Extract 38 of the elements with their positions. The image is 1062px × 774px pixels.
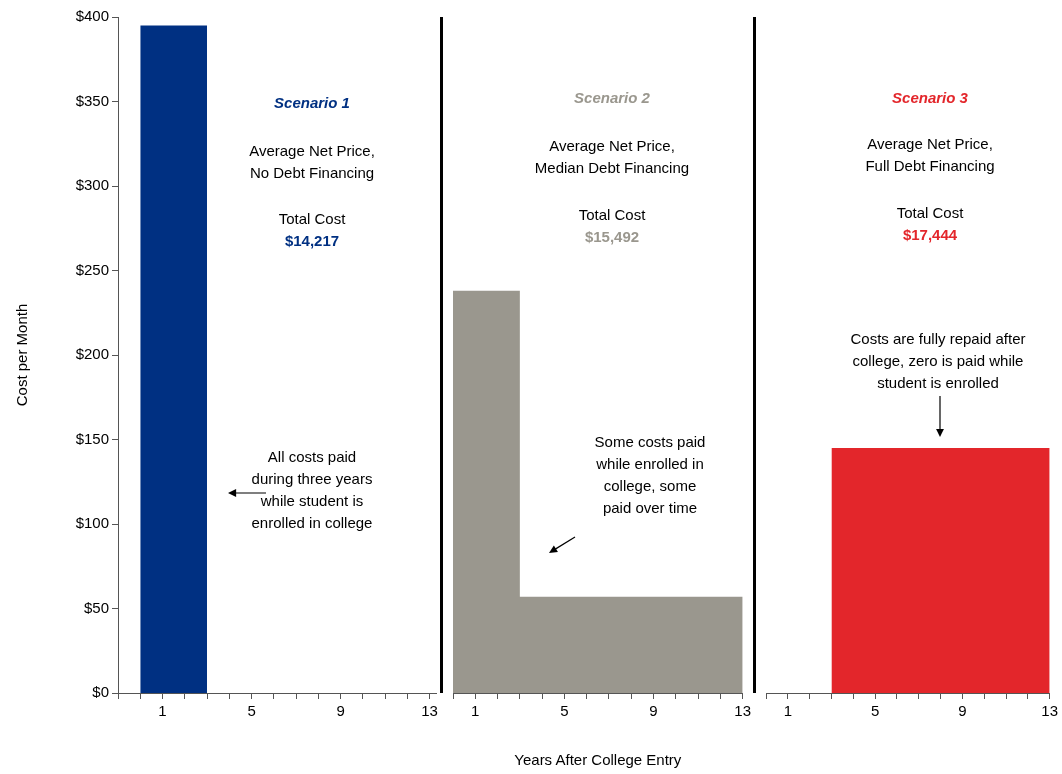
x-tick-label: 5 [247,702,256,720]
annotation: Total Cost [577,205,647,225]
annotation: Total Cost [895,203,965,223]
y-axis-title: Cost per Month [13,303,31,407]
x-axis-title: Years After College Entry [514,751,682,769]
y-tick-label: $300 [75,176,109,194]
text: Scenario 3 [891,88,969,108]
y-tick-label: $0 [92,683,109,701]
annotation: Some costs paid while enrolled in college, some paid over time [593,432,707,518]
x-tick-label: 5 [560,702,569,720]
y-tick-label: $100 [75,514,109,532]
x-tick-label: 9 [336,702,345,720]
y-tick-label: $150 [75,429,109,447]
annotation: $15,492 [583,227,641,247]
text: Scenario 2 [573,88,651,108]
text: Scenario 1 [273,93,351,113]
annotation: $17,444 [901,225,959,245]
annotation: Average Net Price, Full Debt Financing [864,134,996,176]
x-tick-label: 9 [958,702,967,720]
x-tick-label: 9 [649,702,658,720]
y-tick-label: $250 [75,260,109,278]
x-tick-label: 13 [734,702,751,720]
x-tick-label: 5 [870,702,880,720]
y-tick-label: $350 [75,91,109,109]
annotation: Total Cost [277,209,347,229]
x-tick-label: 1 [158,702,167,720]
annotation: All costs paid during three years while student is enrolled in college [250,447,374,533]
y-tick-label: $200 [75,345,109,363]
annotation: $14,217 [283,231,341,251]
y-tick-label: $50 [83,598,109,616]
x-tick-label: 1 [783,702,792,720]
y-tick-label: $400 [75,7,109,25]
annotation: Average Net Price, No Debt Financing [248,141,376,183]
x-tick-label: 13 [421,702,438,720]
x-tick-label: 1 [471,702,480,720]
annotation: Average Net Price, Median Debt Financing [533,136,691,178]
annotation: Costs are fully repaid after college, zero is paid while student is enrolled [849,329,1027,393]
x-tick-label: 13 [1041,702,1058,720]
